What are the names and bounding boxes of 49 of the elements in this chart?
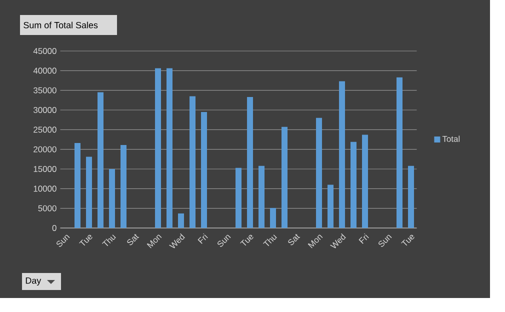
bar bbox=[316, 118, 322, 228]
bar bbox=[408, 166, 414, 228]
x-tick-label: Sat bbox=[288, 234, 300, 246]
bar bbox=[328, 184, 334, 228]
x-tick-label: Mon bbox=[146, 234, 162, 248]
bar bbox=[247, 97, 254, 228]
legend-label: Total bbox=[442, 136, 460, 142]
y-tick-label: 35000 bbox=[34, 87, 56, 94]
x-tick-label: Thu bbox=[102, 234, 116, 246]
bar bbox=[74, 143, 81, 228]
x-tick-label: Fri bbox=[358, 233, 369, 244]
x-tick-label: Sun bbox=[378, 234, 392, 247]
bar bbox=[282, 126, 288, 228]
y-tick-label: 20000 bbox=[34, 146, 56, 152]
y-tick-label: 5000 bbox=[38, 205, 56, 212]
x-tick-label: Tue bbox=[240, 234, 254, 246]
y-tick-label: 40000 bbox=[33, 68, 56, 74]
bar bbox=[236, 168, 242, 228]
bar bbox=[109, 169, 116, 228]
bar bbox=[120, 145, 127, 228]
y-tick-label: 45000 bbox=[33, 48, 56, 54]
bar bbox=[270, 208, 276, 228]
x-tick-label: Sun bbox=[217, 234, 231, 247]
text: Day bbox=[26, 277, 42, 286]
bar bbox=[155, 68, 162, 228]
bar bbox=[190, 96, 196, 228]
y-tick-label: 0 bbox=[52, 225, 56, 231]
bar bbox=[178, 213, 184, 228]
y-tick-label: 15000 bbox=[34, 166, 56, 172]
x-tick-label: Mon bbox=[308, 234, 323, 248]
bar bbox=[258, 166, 265, 228]
x-tick-label: Tue bbox=[79, 234, 92, 246]
bar bbox=[396, 77, 403, 228]
y-tick-label: 25000 bbox=[34, 126, 56, 133]
chart-title: Sum of Total Sales bbox=[24, 22, 98, 28]
bar bbox=[362, 134, 368, 228]
bar bbox=[201, 112, 208, 228]
x-tick-label: Fri bbox=[198, 233, 208, 244]
y-tick-label: 30000 bbox=[34, 107, 56, 113]
bar bbox=[86, 156, 92, 228]
x-tick-label: Sun bbox=[56, 234, 70, 247]
x-tick-label: Tue bbox=[401, 234, 414, 246]
y-tick-label: 10000 bbox=[34, 186, 56, 192]
bar bbox=[350, 142, 357, 228]
bar bbox=[98, 92, 104, 228]
x-tick-label: Sat bbox=[127, 234, 140, 246]
bar bbox=[339, 81, 346, 228]
bar bbox=[166, 68, 173, 228]
x-tick-label: Thu bbox=[263, 234, 277, 246]
